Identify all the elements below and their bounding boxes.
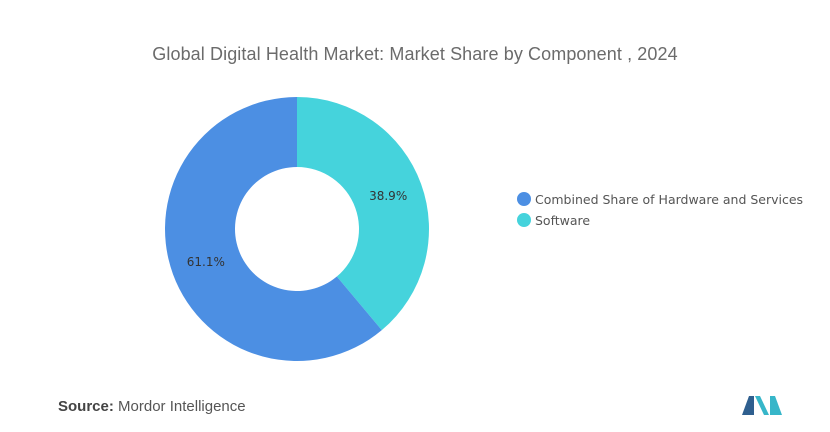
legend-item-hardware-services[interactable]: Combined Share of Hardware and Services [517, 189, 803, 209]
slice-label-1: 61.1% [187, 255, 225, 269]
donut-slice-1[interactable] [165, 97, 382, 361]
legend-swatch-software [517, 213, 531, 227]
donut-slice-0[interactable] [297, 97, 429, 331]
source-text: Mordor Intelligence [118, 398, 246, 415]
chart-legend: Combined Share of Hardware and Services … [517, 189, 803, 231]
mordor-intelligence-logo-icon [742, 393, 784, 422]
source-note: Source: Mordor Intelligence [58, 398, 246, 415]
legend-swatch-hardware-services [517, 192, 531, 206]
legend-label-hardware-services: Combined Share of Hardware and Services [535, 191, 804, 207]
legend-item-software[interactable]: Software [517, 210, 803, 230]
slice-label-0: 38.9% [369, 189, 407, 203]
donut-data-labels: 38.9% 61.1% [187, 189, 407, 269]
chart-title: Global Digital Health Market: Market Sha… [152, 44, 678, 64]
legend-label-software: Software [535, 212, 591, 228]
donut-slices [165, 97, 429, 361]
source-label: Source: [58, 398, 114, 415]
